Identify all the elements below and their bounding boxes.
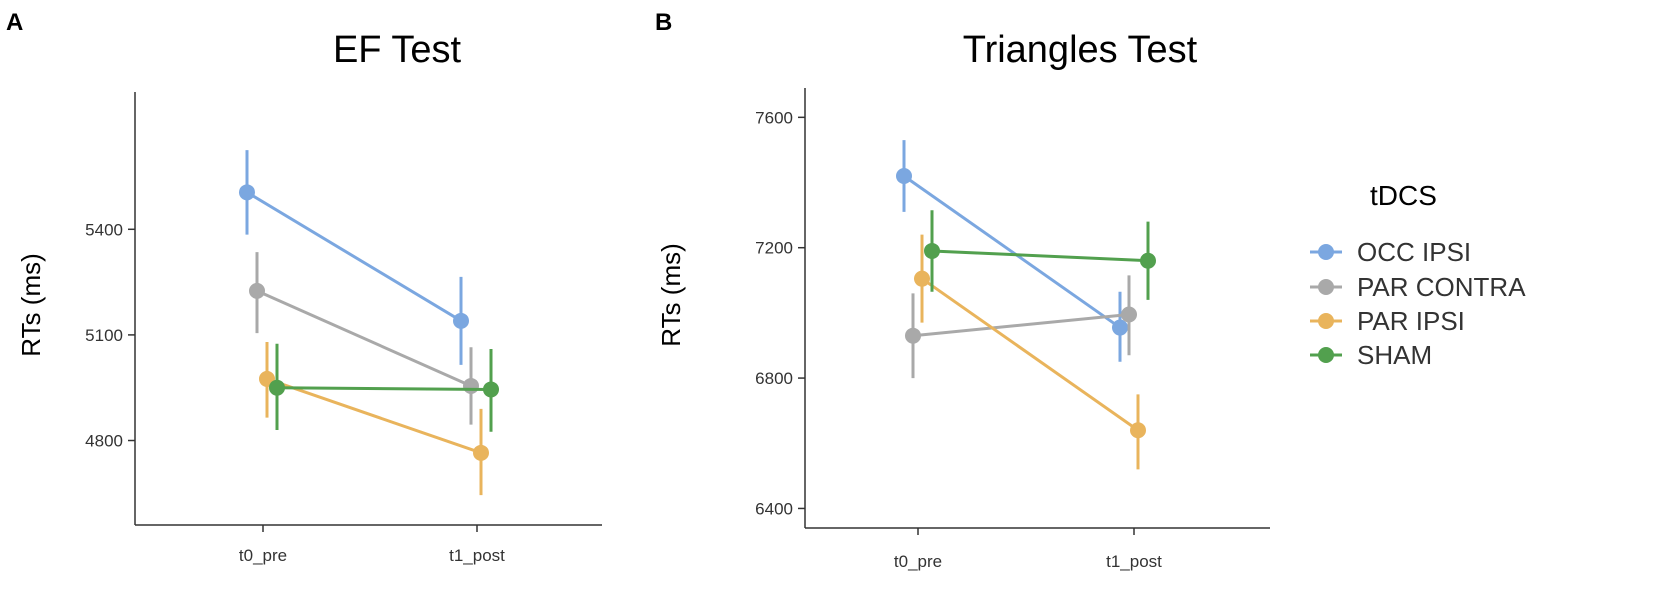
series-par-ipsi bbox=[914, 234, 1146, 470]
chart-title-triangles-test: Triangles Test bbox=[963, 29, 1198, 71]
data-point bbox=[1112, 319, 1128, 336]
legend-dot-par-ipsi bbox=[1318, 313, 1334, 329]
y-tick-label: 6400 bbox=[755, 499, 793, 518]
data-point bbox=[1121, 306, 1137, 323]
legend: tDCS OCC IPSI PAR CONTRA PAR IPSI SHAM bbox=[1310, 180, 1526, 370]
legend-dot-occ-ipsi bbox=[1318, 244, 1334, 260]
x-tick-label: t0_pre bbox=[894, 552, 942, 571]
y-tick-label: 5400 bbox=[85, 220, 123, 239]
series-line-sham bbox=[931, 249, 1149, 263]
chart-title-ef-test: EF Test bbox=[333, 29, 462, 71]
series-line-par-ipsi bbox=[921, 277, 1139, 432]
legend-label-occ-ipsi: OCC IPSI bbox=[1357, 237, 1471, 267]
series-line-occ-ipsi bbox=[246, 191, 462, 323]
y-tick-label: 5100 bbox=[85, 326, 123, 345]
legend-item-par-ipsi: PAR IPSI bbox=[1310, 306, 1465, 336]
legend-dot-par-contra bbox=[1318, 279, 1334, 295]
panel-letter-b: B bbox=[655, 9, 672, 36]
data-point bbox=[896, 168, 912, 184]
y-tick-label: 6800 bbox=[755, 369, 793, 388]
y-axis-ticks-b: 6400 6800 7200 7600 bbox=[755, 108, 805, 518]
data-point bbox=[483, 381, 499, 398]
y-tick-label: 7600 bbox=[755, 108, 793, 127]
series-occ-ipsi bbox=[239, 150, 469, 365]
data-point bbox=[239, 184, 255, 201]
data-point bbox=[473, 444, 489, 461]
data-point bbox=[453, 312, 469, 329]
series-line-par-ipsi bbox=[266, 377, 482, 455]
y-axis-ticks-a: 4800 5100 5400 bbox=[85, 220, 135, 451]
data-point bbox=[249, 282, 265, 299]
series-sham bbox=[269, 343, 499, 432]
legend-label-par-contra: PAR CONTRA bbox=[1357, 272, 1526, 302]
legend-label-sham: SHAM bbox=[1357, 340, 1432, 370]
x-axis-ticks-a: t0_pre t1_post bbox=[239, 525, 505, 565]
series-line-sham bbox=[276, 386, 492, 391]
plot-area-a bbox=[239, 150, 499, 496]
data-point bbox=[1130, 422, 1146, 439]
data-point bbox=[269, 379, 285, 396]
legend-item-occ-ipsi: OCC IPSI bbox=[1310, 237, 1471, 267]
panel-b-triangles-test: B Triangles Test RTs (ms) 6400 6800 7200 76… bbox=[655, 9, 1270, 571]
series-par-contra bbox=[905, 275, 1137, 379]
series-par-ipsi bbox=[259, 341, 489, 496]
series-line-occ-ipsi bbox=[903, 174, 1121, 329]
series-sham bbox=[924, 210, 1156, 300]
data-point bbox=[1140, 252, 1156, 269]
legend-item-sham: SHAM bbox=[1310, 340, 1432, 370]
y-axis-title-a: RTs (ms) bbox=[16, 253, 46, 357]
legend-title: tDCS bbox=[1370, 180, 1437, 211]
y-axis-title-b: RTs (ms) bbox=[656, 243, 686, 347]
legend-label-par-ipsi: PAR IPSI bbox=[1357, 306, 1465, 336]
series-line-par-contra bbox=[256, 289, 472, 388]
legend-item-par-contra: PAR CONTRA bbox=[1310, 272, 1526, 302]
x-tick-label: t1_post bbox=[449, 546, 505, 565]
y-tick-label: 7200 bbox=[755, 239, 793, 258]
panel-letter-a: A bbox=[6, 9, 23, 36]
x-tick-label: t1_post bbox=[1106, 552, 1162, 571]
y-tick-label: 4800 bbox=[85, 432, 123, 451]
plot-area-b bbox=[896, 140, 1156, 470]
data-point bbox=[924, 242, 940, 259]
series-occ-ipsi bbox=[896, 140, 1128, 362]
data-point bbox=[914, 270, 930, 287]
series-line-par-contra bbox=[912, 313, 1130, 338]
series-par-contra bbox=[249, 252, 479, 425]
x-axis-ticks-b: t0_pre t1_post bbox=[894, 528, 1162, 571]
data-point bbox=[463, 377, 479, 394]
data-point bbox=[905, 327, 921, 344]
x-tick-label: t0_pre bbox=[239, 546, 287, 565]
panel-a-ef-test: A EF Test RTs (ms) 4800 5100 5400 t0_pre t1… bbox=[6, 9, 602, 565]
legend-dot-sham bbox=[1318, 347, 1334, 363]
